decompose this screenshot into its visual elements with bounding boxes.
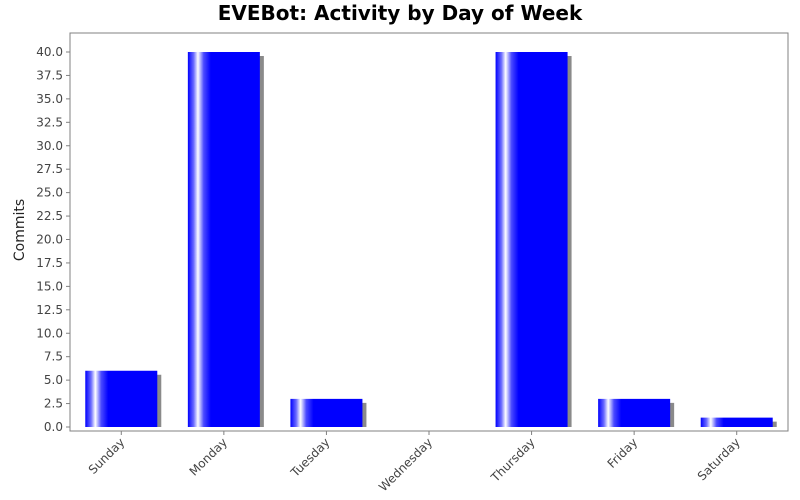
x-axis: Sunday Monday Tuesday Wednesday Thursday Frid… [86,431,743,494]
y-tick-label: 37.5 [36,68,63,82]
y-tick-label: 10.0 [36,326,63,340]
y-tick-label: 5.0 [44,373,63,387]
x-tick-label: Saturday [695,435,743,483]
x-tick-label: Wednesday [376,435,435,494]
y-tick-label: 27.5 [36,162,63,176]
y-axis: 0.0 2.5 5.0 7.5 10.0 12.5 15.0 17.5 20.0 22.5 25.0… [36,45,70,434]
x-tick-label: Tuesday [287,435,332,480]
x-tick-label: Thursday [488,435,538,485]
y-tick-label: 15.0 [36,279,63,293]
y-tick-label: 22.5 [36,209,63,223]
y-tick-label: 7.5 [44,350,63,364]
y-tick-label: 40.0 [36,45,63,59]
bar-thursday [495,52,568,427]
bar-monday [187,52,260,427]
plot-area [69,32,789,432]
chart-title: EVEBot: Activity by Day of Week [218,1,583,25]
x-tick-label: Monday [187,435,230,478]
y-tick-label: 35.0 [36,92,63,106]
y-tick-label: 20.0 [36,233,63,247]
y-tick-label: 17.5 [36,256,63,270]
bar-friday [598,398,671,427]
y-axis-label: Commits [12,199,28,261]
y-tick-label: 2.5 [44,397,63,411]
y-tick-label: 32.5 [36,115,63,129]
y-tick-label: 25.0 [36,186,63,200]
bar-sunday [85,370,158,427]
y-tick-label: 12.5 [36,303,63,317]
y-tick-label: 0.0 [44,420,63,434]
x-tick-label: Sunday [86,435,128,477]
x-tick-label: Friday [605,435,641,471]
bar-saturday [700,417,773,427]
bars [85,52,773,427]
y-tick-label: 30.0 [36,139,63,153]
bar-tuesday [290,398,363,427]
